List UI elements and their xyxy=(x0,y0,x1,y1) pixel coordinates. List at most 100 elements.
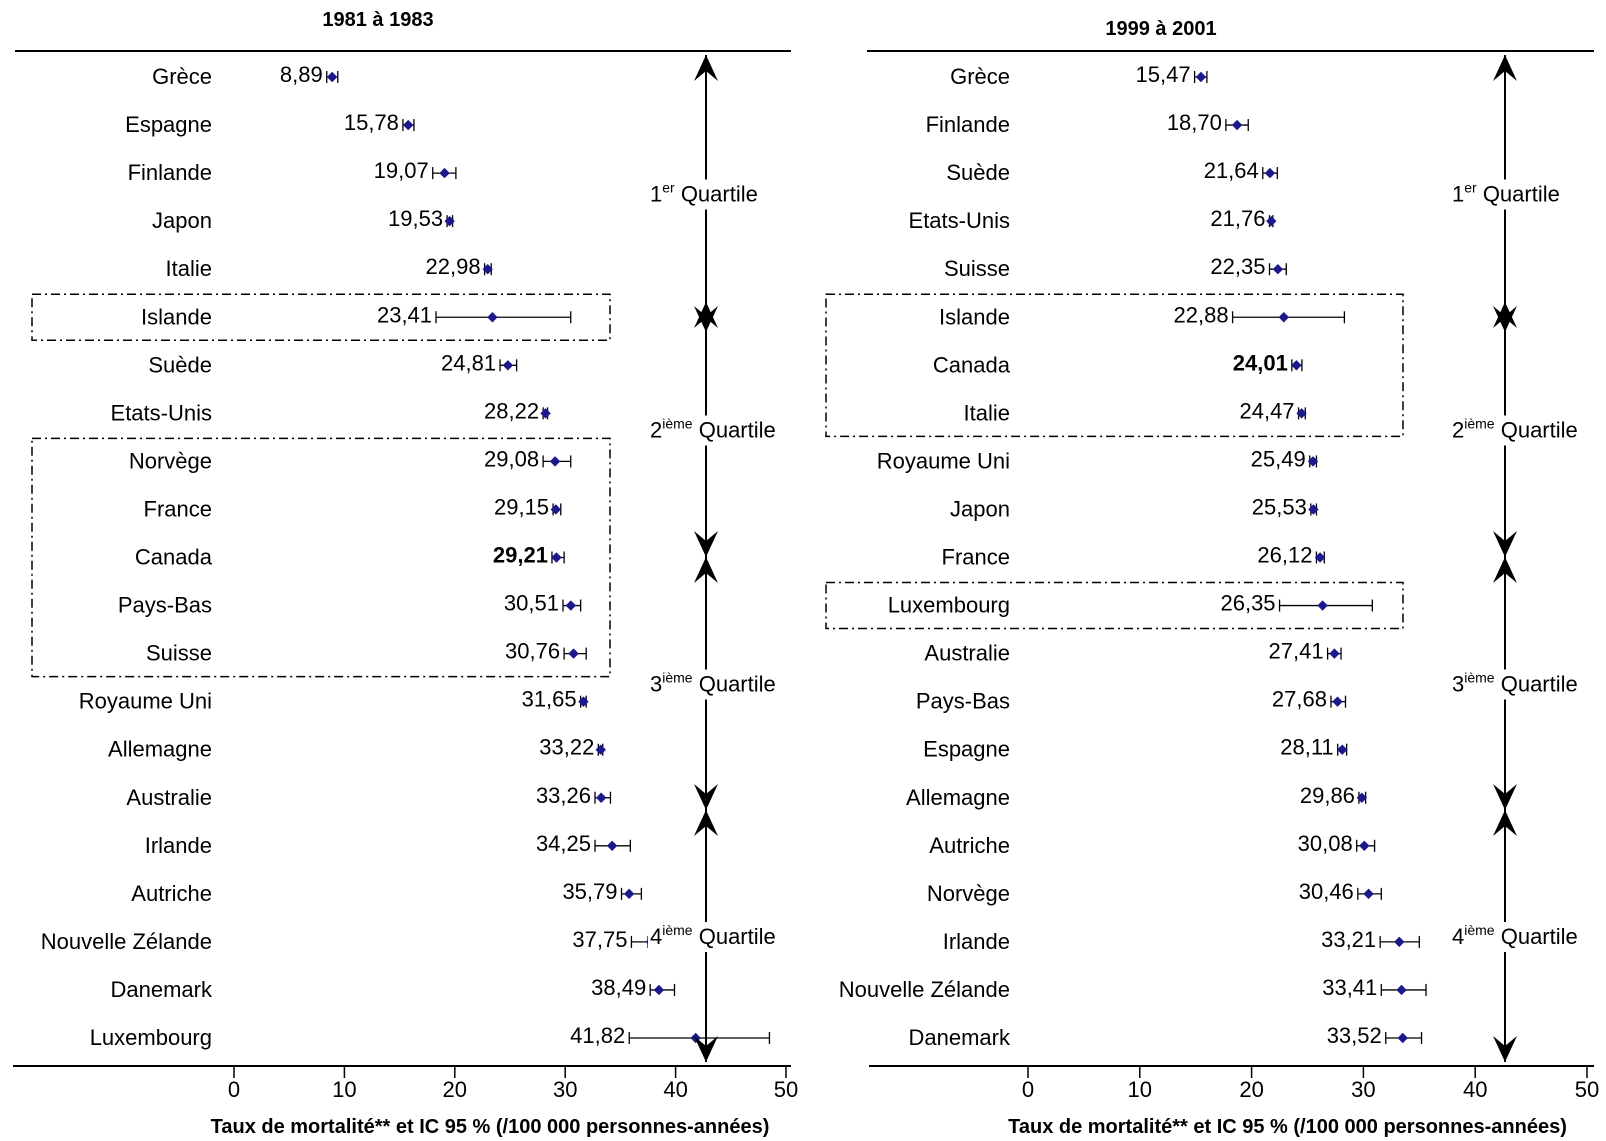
panel-2: 1999 à 2001 0 10 20 30 40 50 Taux de mortalité*… xyxy=(825,18,1599,1138)
arrowhead-down-icon xyxy=(1493,1036,1517,1062)
point-estimate xyxy=(482,263,493,275)
value-label: 31,65 xyxy=(522,687,577,712)
value-label: 33,21 xyxy=(1321,927,1376,952)
quartile-arrow: 1er Quartile xyxy=(1450,55,1560,332)
value-label: 29,21 xyxy=(493,543,548,568)
panel-title: 1981 à 1983 xyxy=(322,9,433,31)
value-label: 15,47 xyxy=(1136,62,1191,87)
point-estimate xyxy=(1356,792,1368,803)
arrowhead-up-icon xyxy=(1493,302,1517,328)
country-label: Suisse xyxy=(944,256,1010,281)
country-label: Autriche xyxy=(929,833,1010,858)
forest-row: Danemark 38,49 xyxy=(111,975,676,1002)
country-label: Royaume Uni xyxy=(79,689,212,714)
value-label: 24,47 xyxy=(1239,398,1294,423)
value-label: 33,22 xyxy=(539,735,594,760)
country-label: Finlande xyxy=(128,160,212,185)
quartile-arrow: 3ième Quartile xyxy=(648,557,776,810)
forest-row: Canada 29,21 xyxy=(135,543,565,570)
arrowhead-down-icon xyxy=(694,1036,718,1062)
value-label: 30,76 xyxy=(505,639,560,664)
country-label: Allemagne xyxy=(108,737,212,762)
x-tick-label: 30 xyxy=(553,1077,577,1102)
x-tick-label: 20 xyxy=(1239,1077,1263,1102)
arrowhead-up-icon xyxy=(694,55,718,81)
point-estimate xyxy=(1291,360,1302,371)
value-label: 29,08 xyxy=(484,446,539,471)
forest-row: Allemagne 33,22 xyxy=(108,735,606,762)
forest-row: Royaume Uni 31,65 xyxy=(79,687,589,714)
arrowhead-up-icon xyxy=(694,557,718,583)
value-label: 19,07 xyxy=(374,158,429,183)
value-label: 28,22 xyxy=(484,398,539,423)
country-label: Suède xyxy=(148,352,212,377)
country-label: Luxembourg xyxy=(90,1025,212,1050)
forest-row: Islande 22,88 xyxy=(939,302,1346,329)
country-label: Pays-Bas xyxy=(118,593,212,618)
arrowhead-up-icon xyxy=(694,302,718,328)
country-label: Norvège xyxy=(129,448,212,473)
value-label: 8,89 xyxy=(280,62,323,87)
country-label: Etats-Unis xyxy=(909,208,1010,233)
quartile-label: 4ième Quartile xyxy=(1452,922,1578,949)
value-label: 29,15 xyxy=(494,494,549,519)
forest-row: Japon 19,53 xyxy=(152,206,455,233)
point-estimate xyxy=(487,312,498,323)
quartile-label-bg xyxy=(648,415,740,446)
forest-row: Italie 24,47 xyxy=(964,398,1307,425)
point-estimate xyxy=(653,984,665,996)
forest-row: Japon 25,53 xyxy=(950,494,1319,521)
x-tick-label: 0 xyxy=(1022,1077,1034,1102)
x-tick-label: 40 xyxy=(1463,1077,1487,1102)
x-axis-label: Taux de mortalité** et IC 95 % (/100 000… xyxy=(211,1116,770,1138)
quartile-label: 1er Quartile xyxy=(1452,180,1560,207)
point-estimate xyxy=(1317,600,1328,611)
country-label: Australie xyxy=(126,785,212,810)
forest-row: Suède 21,64 xyxy=(946,158,1278,185)
forest-row: Italie 22,98 xyxy=(166,254,493,281)
forest-row: Pays-Bas 30,51 xyxy=(118,591,582,618)
value-label: 34,25 xyxy=(536,831,591,856)
country-label: France xyxy=(144,496,212,521)
point-estimate xyxy=(403,119,414,131)
country-label: Nouvelle Zélande xyxy=(839,977,1010,1002)
value-label: 18,70 xyxy=(1167,110,1222,135)
point-estimate xyxy=(1308,504,1319,515)
country-label: France xyxy=(942,545,1010,570)
quartile-label-bg xyxy=(1450,179,1542,210)
country-label: Australie xyxy=(924,641,1010,666)
quartile-arrow: 1er Quartile xyxy=(648,55,758,332)
point-estimate xyxy=(1307,456,1319,467)
quartile-arrow: 4ième Quartile xyxy=(1450,810,1578,1062)
point-estimate xyxy=(578,696,589,707)
value-label: 21,64 xyxy=(1204,158,1259,183)
forest-row: Suisse 22,35 xyxy=(944,254,1287,281)
country-label: Suisse xyxy=(146,641,212,666)
point-estimate xyxy=(1296,408,1307,419)
point-estimate xyxy=(568,648,579,659)
quartile-label-bg xyxy=(1450,415,1542,446)
country-label: Norvège xyxy=(927,881,1010,906)
value-label: 26,12 xyxy=(1257,543,1312,568)
forest-row: Islande 23,41 xyxy=(141,302,572,329)
highlight-box xyxy=(825,581,1404,630)
forest-row: Nouvelle Zélande 33,41 xyxy=(839,975,1427,1002)
value-label: 27,41 xyxy=(1269,639,1324,664)
value-label: 25,53 xyxy=(1252,494,1307,519)
forest-row: France 29,15 xyxy=(144,494,562,521)
country-label: Grèce xyxy=(152,64,212,89)
point-estimate xyxy=(1363,888,1374,900)
forest-row: Canada 24,01 xyxy=(933,350,1303,377)
country-label: Etats-Unis xyxy=(111,400,212,425)
forest-row: Autriche 35,79 xyxy=(131,879,643,906)
forest-row: Espagne 15,78 xyxy=(125,110,415,137)
country-label: Irlande xyxy=(943,929,1010,954)
point-estimate xyxy=(1332,696,1343,707)
value-label: 29,86 xyxy=(1300,783,1355,808)
x-tick-label: 40 xyxy=(663,1077,687,1102)
point-estimate xyxy=(1231,119,1243,131)
value-label: 26,35 xyxy=(1220,591,1275,616)
point-estimate xyxy=(595,792,607,803)
x-tick-label: 10 xyxy=(1128,1077,1152,1102)
